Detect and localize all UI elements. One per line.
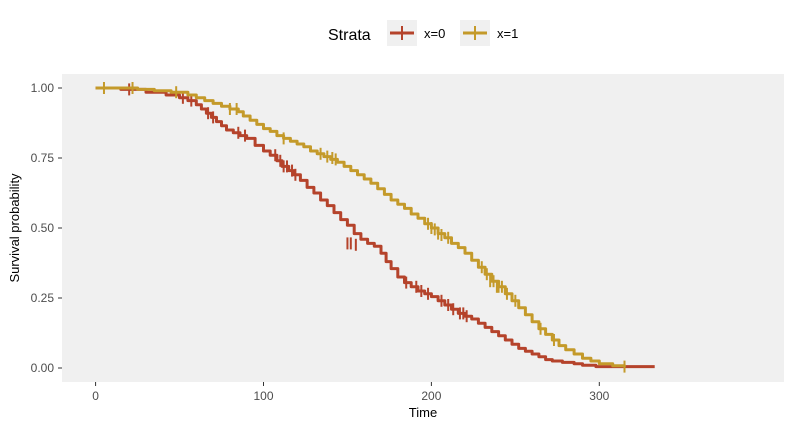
y-tick-label: 1.00 <box>31 81 55 95</box>
y-tick-label: 0.25 <box>31 291 55 305</box>
legend-label-x0: x=0 <box>424 26 445 41</box>
survival-curve-x1 <box>95 86 626 368</box>
y-tick-label: 0.75 <box>31 151 55 165</box>
x-tick-label: 200 <box>421 389 441 403</box>
legend-label-x1: x=1 <box>497 26 518 41</box>
x-tick-label: 300 <box>589 389 609 403</box>
y-tick-label: 0.50 <box>31 221 55 235</box>
survival-curve-x0 <box>95 86 655 369</box>
axis-ticks: 0 100 200 300 0.00 0.25 0.50 0.75 1.00 <box>31 81 610 403</box>
survival-curves <box>95 82 655 373</box>
plot-panel <box>62 74 784 382</box>
legend-title: Strata <box>328 27 371 44</box>
x-axis-title: Time <box>409 405 437 420</box>
y-tick-label: 0.00 <box>31 361 55 375</box>
x-tick-label: 100 <box>253 389 273 403</box>
legend: Strata x=0 x=1 <box>328 20 518 46</box>
y-axis-title: Survival probability <box>7 173 22 283</box>
x-tick-label: 0 <box>92 389 99 403</box>
